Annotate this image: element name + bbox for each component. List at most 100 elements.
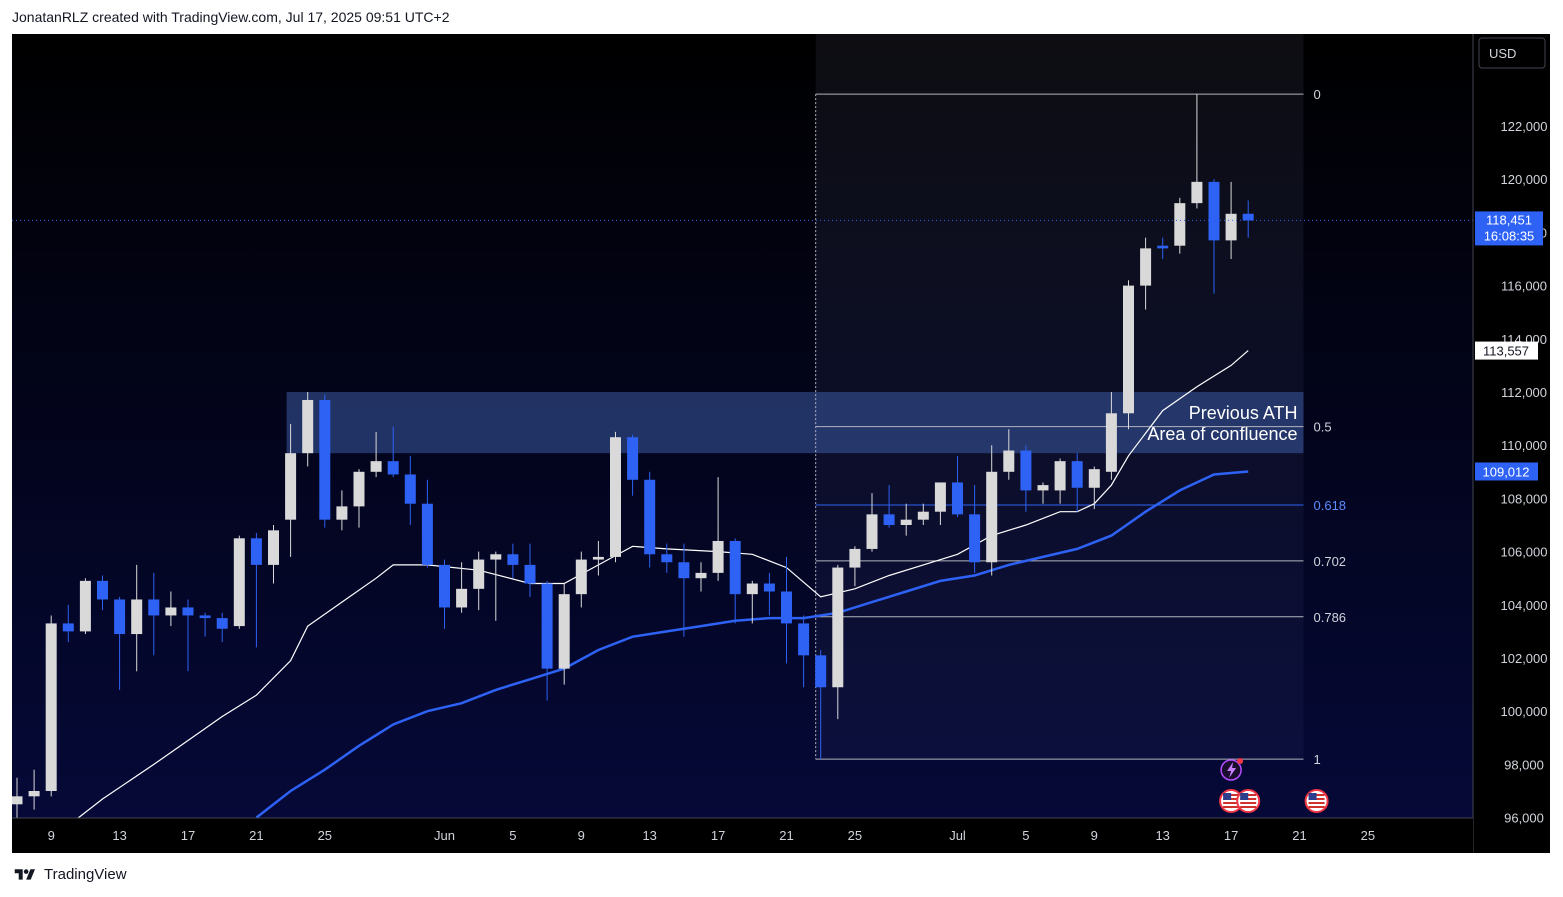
candle[interactable] bbox=[336, 490, 348, 531]
candle[interactable] bbox=[45, 615, 57, 797]
candle-body bbox=[986, 471, 998, 563]
flag-stripe bbox=[1308, 806, 1325, 808]
candle[interactable] bbox=[1242, 200, 1254, 238]
candle[interactable] bbox=[712, 477, 724, 581]
candle[interactable] bbox=[952, 455, 963, 518]
candle[interactable] bbox=[798, 615, 810, 688]
candle[interactable] bbox=[678, 543, 690, 637]
candle[interactable] bbox=[319, 394, 331, 528]
us-flag-icon[interactable] bbox=[1236, 789, 1261, 813]
candle[interactable] bbox=[387, 426, 399, 478]
candle[interactable] bbox=[97, 575, 108, 611]
candle[interactable] bbox=[729, 538, 741, 624]
candle[interactable] bbox=[1105, 392, 1117, 480]
price-badge-bg bbox=[1475, 462, 1538, 481]
candle[interactable] bbox=[62, 604, 74, 643]
candle[interactable] bbox=[610, 431, 621, 563]
candle[interactable] bbox=[421, 479, 433, 568]
candle[interactable] bbox=[1157, 237, 1169, 259]
candle[interactable] bbox=[456, 562, 468, 613]
candle[interactable] bbox=[490, 551, 502, 621]
candle[interactable] bbox=[353, 469, 365, 528]
candle[interactable] bbox=[79, 578, 91, 635]
candle[interactable] bbox=[1225, 181, 1237, 259]
candle[interactable] bbox=[815, 650, 827, 760]
candle[interactable] bbox=[1208, 179, 1220, 294]
candle[interactable] bbox=[883, 485, 895, 528]
us-flag-icon[interactable] bbox=[1219, 789, 1244, 813]
candle[interactable] bbox=[131, 564, 143, 672]
candle-body bbox=[763, 583, 775, 592]
candle[interactable] bbox=[1174, 197, 1186, 254]
flash-icon[interactable] bbox=[1220, 758, 1244, 781]
candle[interactable] bbox=[524, 543, 536, 597]
candle[interactable] bbox=[592, 540, 604, 576]
candle[interactable] bbox=[627, 434, 639, 496]
candle[interactable] bbox=[763, 572, 775, 616]
candle[interactable] bbox=[182, 599, 194, 672]
candle[interactable] bbox=[1054, 458, 1066, 504]
candle-body bbox=[678, 562, 690, 579]
candle[interactable] bbox=[1088, 466, 1100, 510]
candle-body bbox=[131, 599, 143, 635]
ma-slow-price-badge[interactable]: 109,012 bbox=[1475, 462, 1538, 481]
candle[interactable] bbox=[439, 559, 450, 629]
candle[interactable] bbox=[114, 596, 126, 690]
candle[interactable] bbox=[866, 493, 878, 552]
candle[interactable] bbox=[541, 580, 553, 701]
price-tick-label: 122,000 bbox=[1501, 119, 1548, 134]
candle-body bbox=[1191, 181, 1203, 204]
candle[interactable] bbox=[1037, 482, 1049, 504]
fib-level-label: 0.618 bbox=[1314, 498, 1347, 513]
candle[interactable] bbox=[1191, 94, 1203, 209]
candle[interactable] bbox=[268, 525, 279, 584]
confluence-zone[interactable] bbox=[286, 392, 1304, 454]
candle[interactable] bbox=[507, 543, 519, 579]
candle[interactable] bbox=[1140, 237, 1152, 310]
candle[interactable] bbox=[1020, 445, 1032, 512]
candle[interactable] bbox=[746, 580, 758, 624]
candle[interactable] bbox=[285, 423, 297, 557]
candle[interactable] bbox=[370, 431, 382, 478]
candle[interactable] bbox=[250, 532, 262, 648]
candle[interactable] bbox=[199, 612, 211, 637]
ma-fast-price-badge[interactable]: 113,557 bbox=[1475, 341, 1538, 360]
candle[interactable] bbox=[832, 564, 844, 720]
candle[interactable] bbox=[165, 591, 177, 627]
candle[interactable] bbox=[148, 572, 160, 656]
candle[interactable] bbox=[1071, 453, 1083, 512]
candle[interactable] bbox=[404, 455, 416, 525]
candle[interactable] bbox=[695, 562, 707, 592]
candle-body bbox=[490, 554, 502, 560]
candle[interactable] bbox=[986, 445, 998, 576]
us-flag-icon[interactable] bbox=[1304, 789, 1329, 813]
candle[interactable] bbox=[473, 551, 485, 611]
candle[interactable] bbox=[575, 551, 587, 608]
candle-body bbox=[849, 548, 861, 568]
candle-body bbox=[45, 623, 57, 791]
candle[interactable] bbox=[302, 392, 314, 467]
candle[interactable] bbox=[233, 535, 245, 629]
candle[interactable] bbox=[917, 503, 929, 525]
candle[interactable] bbox=[1123, 280, 1134, 430]
currency-button[interactable]: USD bbox=[1478, 37, 1546, 69]
candle[interactable] bbox=[934, 482, 946, 525]
time-tick-label: 25 bbox=[318, 828, 332, 843]
candle[interactable] bbox=[849, 546, 861, 587]
candle[interactable] bbox=[1003, 429, 1015, 480]
candle[interactable] bbox=[12, 777, 23, 823]
candle[interactable] bbox=[781, 556, 792, 664]
candle[interactable] bbox=[661, 543, 673, 573]
candle-body bbox=[79, 580, 91, 632]
candle-body bbox=[644, 479, 656, 555]
candle[interactable] bbox=[216, 612, 228, 643]
candle-body bbox=[917, 511, 929, 520]
candle[interactable] bbox=[28, 769, 40, 810]
candle[interactable] bbox=[644, 471, 656, 568]
candle[interactable] bbox=[900, 503, 912, 536]
candle[interactable] bbox=[969, 485, 981, 573]
candle[interactable] bbox=[558, 583, 570, 685]
flag-canton bbox=[1308, 793, 1317, 800]
